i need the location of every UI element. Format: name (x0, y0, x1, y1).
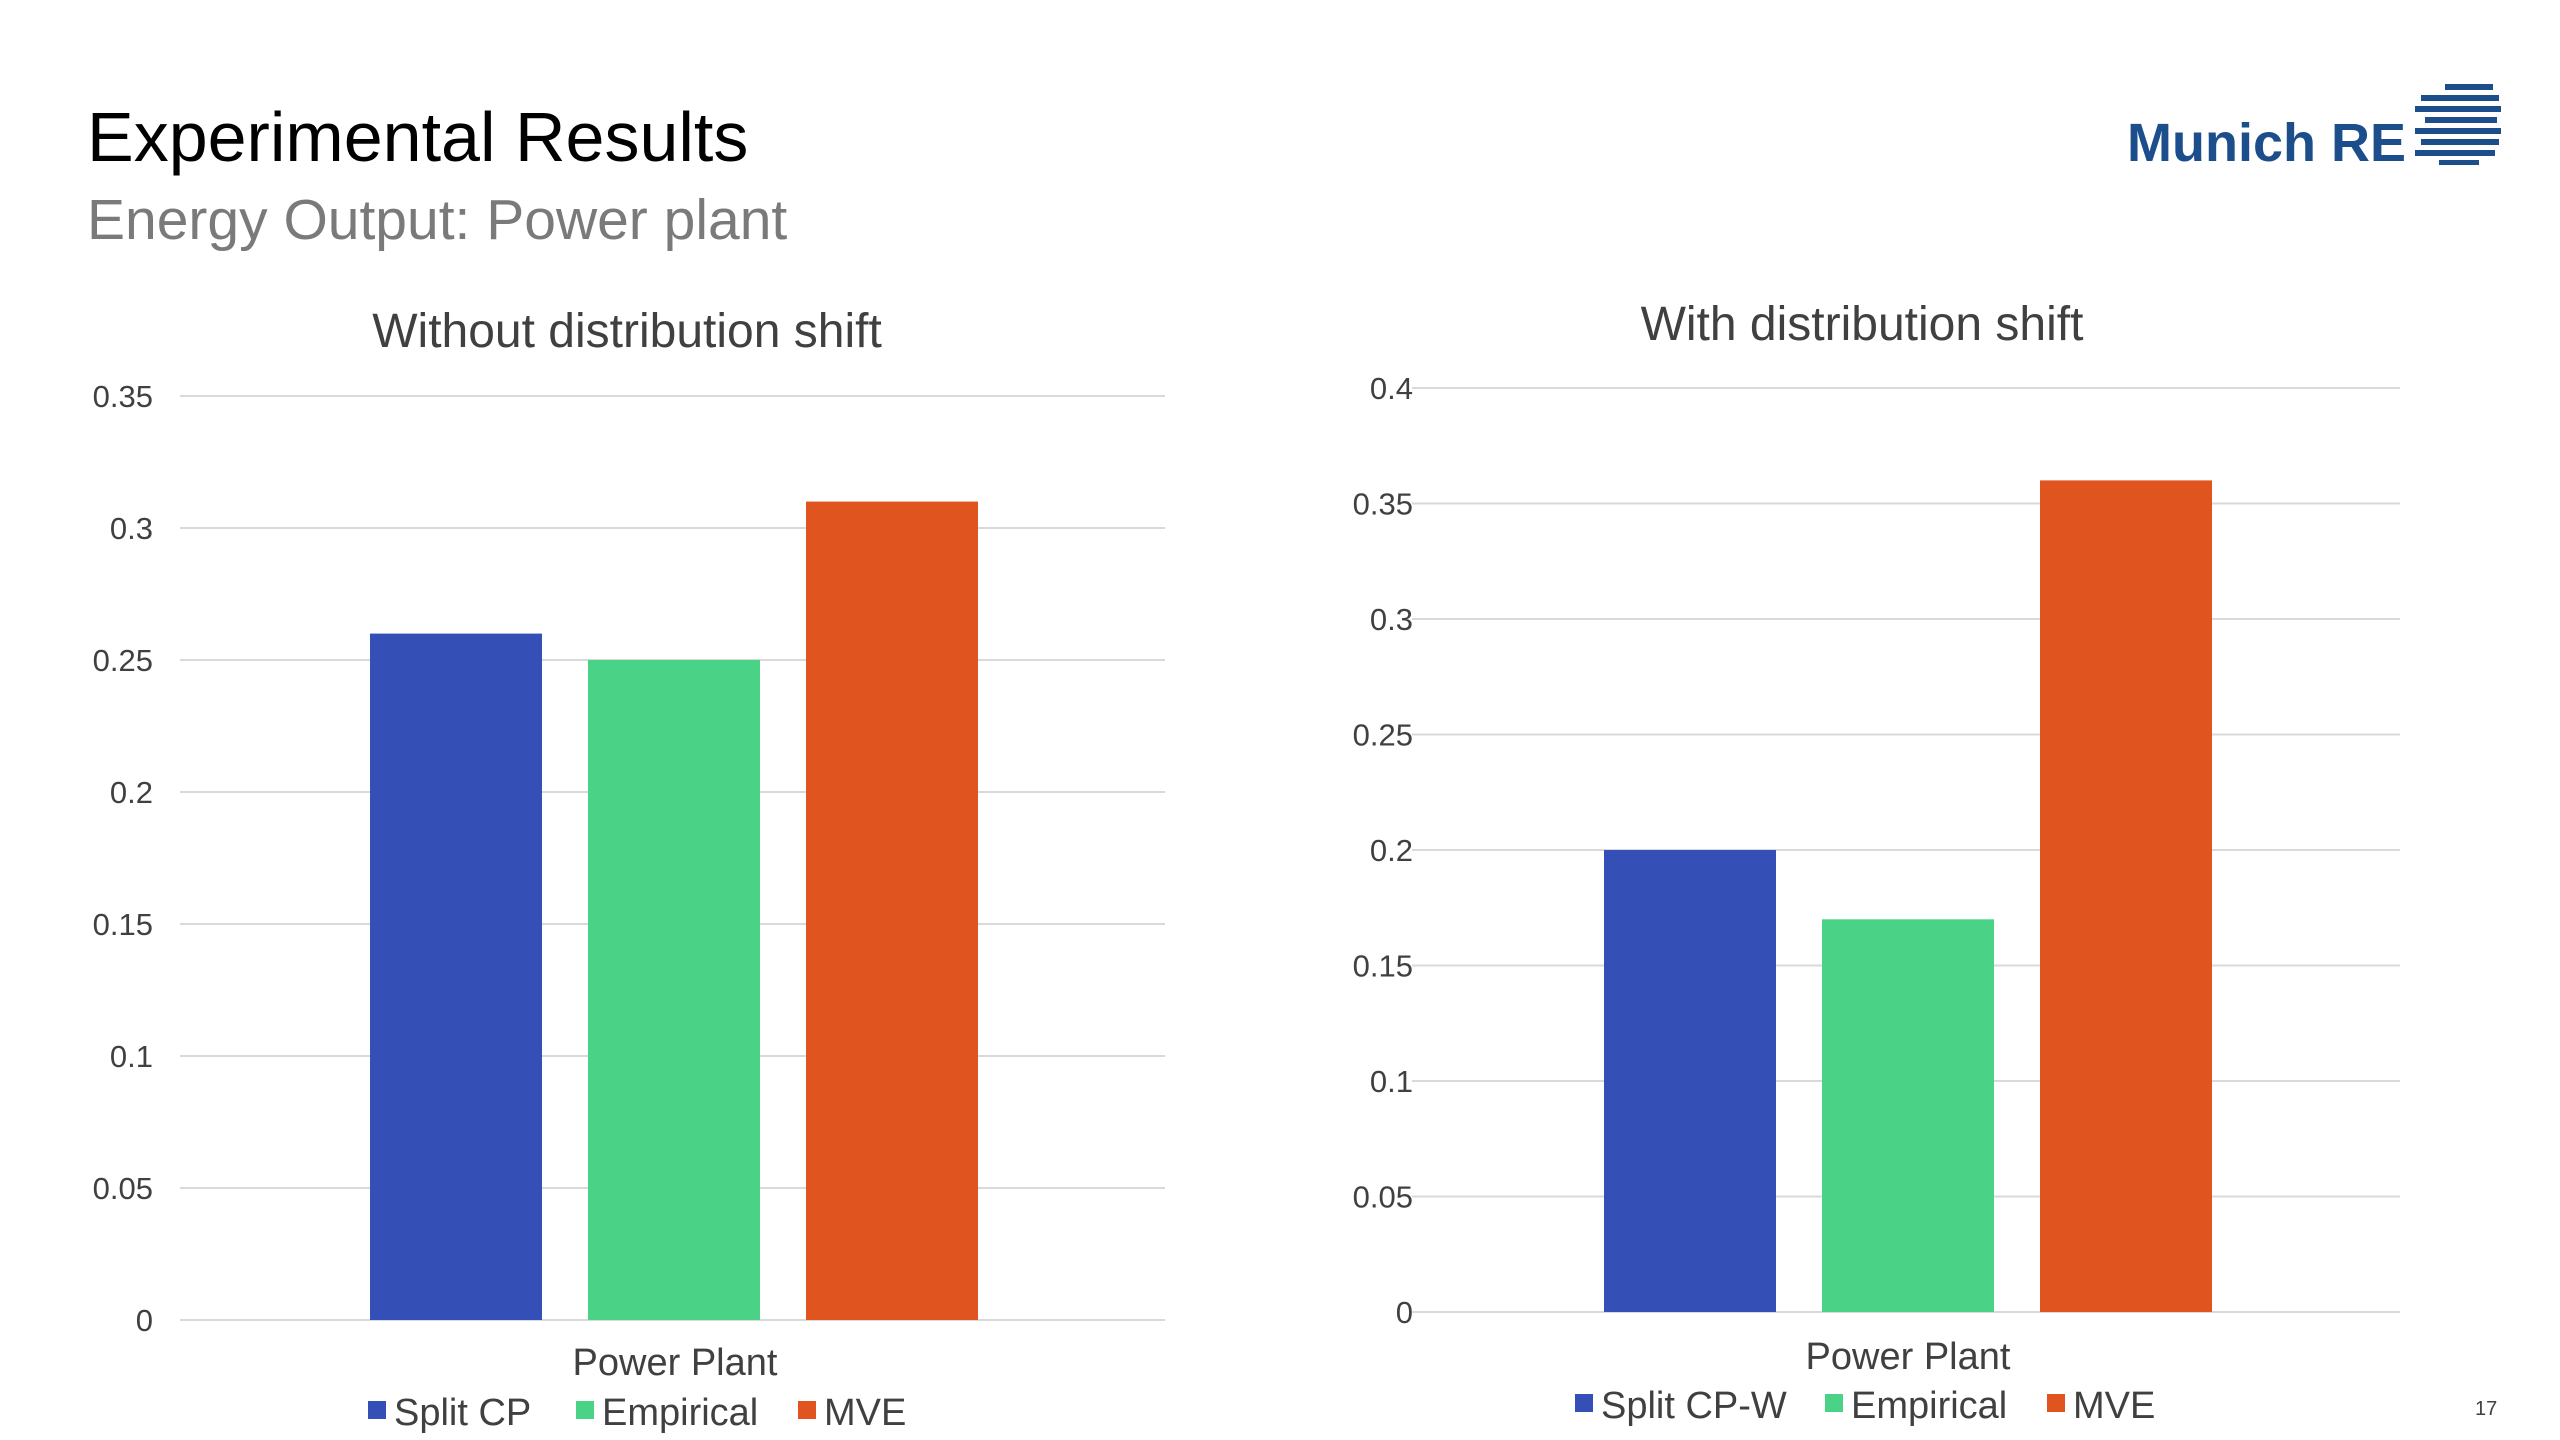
y-tick-label: 0.3 (1370, 602, 1413, 637)
x-category-label: Power Plant (573, 1342, 778, 1384)
y-tick-label: 0.35 (93, 379, 153, 414)
bar-split-cp-w (1604, 850, 1776, 1312)
bar-empirical (1822, 919, 1994, 1312)
y-tick-label: 0.05 (1353, 1180, 1413, 1215)
y-tick-label: 0.2 (110, 775, 153, 810)
legend-label: MVE (824, 1392, 906, 1434)
legend-swatch (798, 1401, 816, 1419)
y-tick-label: 0.2 (1370, 833, 1413, 868)
legend-swatch (576, 1401, 594, 1419)
legend-swatch (1575, 1394, 1593, 1412)
y-tick-label: 0.1 (110, 1039, 153, 1074)
slide-subtitle: Energy Output: Power plant (87, 188, 788, 252)
slide-title: Experimental Results (87, 98, 749, 176)
y-tick-label: 0.25 (93, 643, 153, 678)
y-tick-label: 0 (1396, 1295, 1413, 1330)
bar-split-cp (370, 633, 542, 1320)
y-tick-label: 0.3 (110, 511, 153, 546)
x-category-label: Power Plant (1806, 1336, 2011, 1378)
y-tick-label: 0 (136, 1303, 153, 1338)
legend-label: Split CP (394, 1392, 531, 1434)
chart-title: With distribution shift (1641, 298, 2084, 351)
bar-empirical (588, 660, 760, 1320)
logo-text: Munich RE (2127, 113, 2406, 173)
bar-mve (2040, 480, 2212, 1312)
chart-without-shift: Without distribution shift 0 0.05 0.1 0.15 0.… (93, 305, 1165, 1434)
logo-mark-icon (2415, 84, 2501, 165)
y-tick-label: 0.15 (1353, 949, 1413, 984)
y-tick-label: 0.25 (1353, 718, 1413, 753)
page-number: 17 (2475, 1398, 2498, 1420)
y-tick-label: 0.05 (93, 1171, 153, 1206)
bar-mve (806, 501, 978, 1321)
legend-swatch (1825, 1394, 1843, 1412)
y-tick-label: 0.35 (1353, 487, 1413, 522)
legend-label: MVE (2073, 1385, 2155, 1427)
y-tick-label: 0.15 (93, 907, 153, 942)
chart-title: Without distribution shift (372, 305, 882, 358)
y-tick-label: 0.4 (1370, 371, 1413, 406)
y-tick-label: 0.1 (1370, 1064, 1413, 1099)
legend-label: Empirical (602, 1392, 758, 1434)
legend-label: Empirical (1851, 1385, 2007, 1427)
legend-swatch (368, 1401, 386, 1419)
legend-swatch (2047, 1394, 2065, 1412)
munich-re-logo: Munich RE (2127, 82, 2517, 182)
legend-label: Split CP-W (1601, 1385, 1787, 1427)
